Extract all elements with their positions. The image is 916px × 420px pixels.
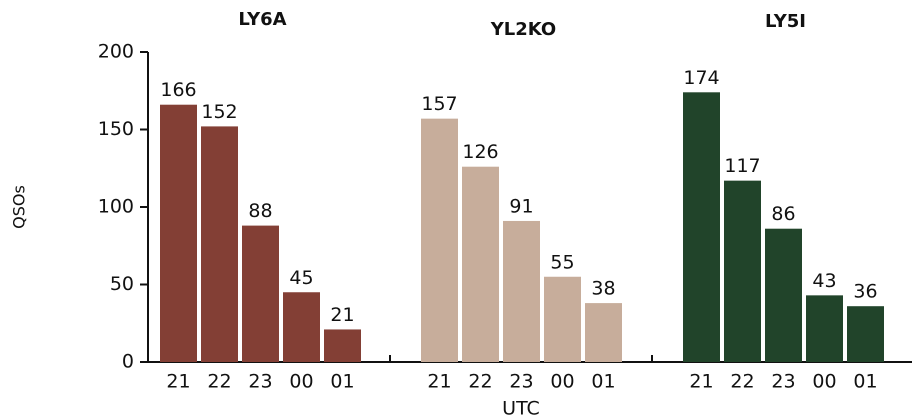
bar <box>683 92 720 363</box>
y-tick-label: 150 <box>98 118 134 140</box>
data-label: 157 <box>421 93 457 115</box>
y-tick-label: 100 <box>98 196 134 218</box>
bar <box>421 118 458 363</box>
x-tick-label: 23 <box>771 371 795 393</box>
bar <box>503 220 540 362</box>
bar <box>724 180 761 362</box>
x-tick-label: 23 <box>248 371 272 393</box>
x-axis-label: UTC <box>502 398 540 420</box>
x-tick-label: 01 <box>853 371 877 393</box>
panel-title: YL2KO <box>490 19 556 40</box>
bar <box>160 104 197 362</box>
data-label: 152 <box>201 101 237 123</box>
bar <box>765 228 802 362</box>
y-tick-label: 200 <box>98 41 134 63</box>
x-tick-label: 23 <box>509 371 533 393</box>
x-tick-label: 00 <box>550 371 574 393</box>
data-label: 126 <box>462 141 498 163</box>
data-label: 43 <box>812 270 836 292</box>
y-tick-label: 0 <box>122 351 134 373</box>
bar <box>544 276 581 362</box>
data-label: 166 <box>160 79 196 101</box>
bar <box>242 225 279 362</box>
data-label: 36 <box>853 281 877 303</box>
x-tick-label: 22 <box>730 371 754 393</box>
bar <box>806 295 843 362</box>
x-tick-label: 21 <box>166 371 190 393</box>
x-tick-label: 21 <box>689 371 713 393</box>
bar <box>283 292 320 362</box>
data-label: 88 <box>248 200 272 222</box>
x-tick-label: 00 <box>289 371 313 393</box>
data-label: 38 <box>591 278 615 300</box>
data-label: 117 <box>724 155 760 177</box>
x-tick-label: 00 <box>812 371 836 393</box>
x-tick-label: 01 <box>591 371 615 393</box>
bar <box>585 303 622 362</box>
data-label: 55 <box>550 251 574 273</box>
panel-title: LY6A <box>238 9 286 30</box>
bar <box>462 166 499 362</box>
y-axis-label: QSOs <box>10 185 29 229</box>
bar <box>847 306 884 362</box>
bar <box>324 329 361 362</box>
x-tick-label: 21 <box>427 371 451 393</box>
data-label: 86 <box>771 203 795 225</box>
bar <box>201 126 238 363</box>
y-tick-label: 50 <box>110 273 134 295</box>
panel-title: LY5I <box>765 11 806 32</box>
data-label: 45 <box>289 267 313 289</box>
data-label: 21 <box>330 304 354 326</box>
x-tick-label: 22 <box>207 371 231 393</box>
x-tick-label: 22 <box>468 371 492 393</box>
data-label: 174 <box>683 67 719 89</box>
x-tick-label: 01 <box>330 371 354 393</box>
data-label: 91 <box>509 195 533 217</box>
